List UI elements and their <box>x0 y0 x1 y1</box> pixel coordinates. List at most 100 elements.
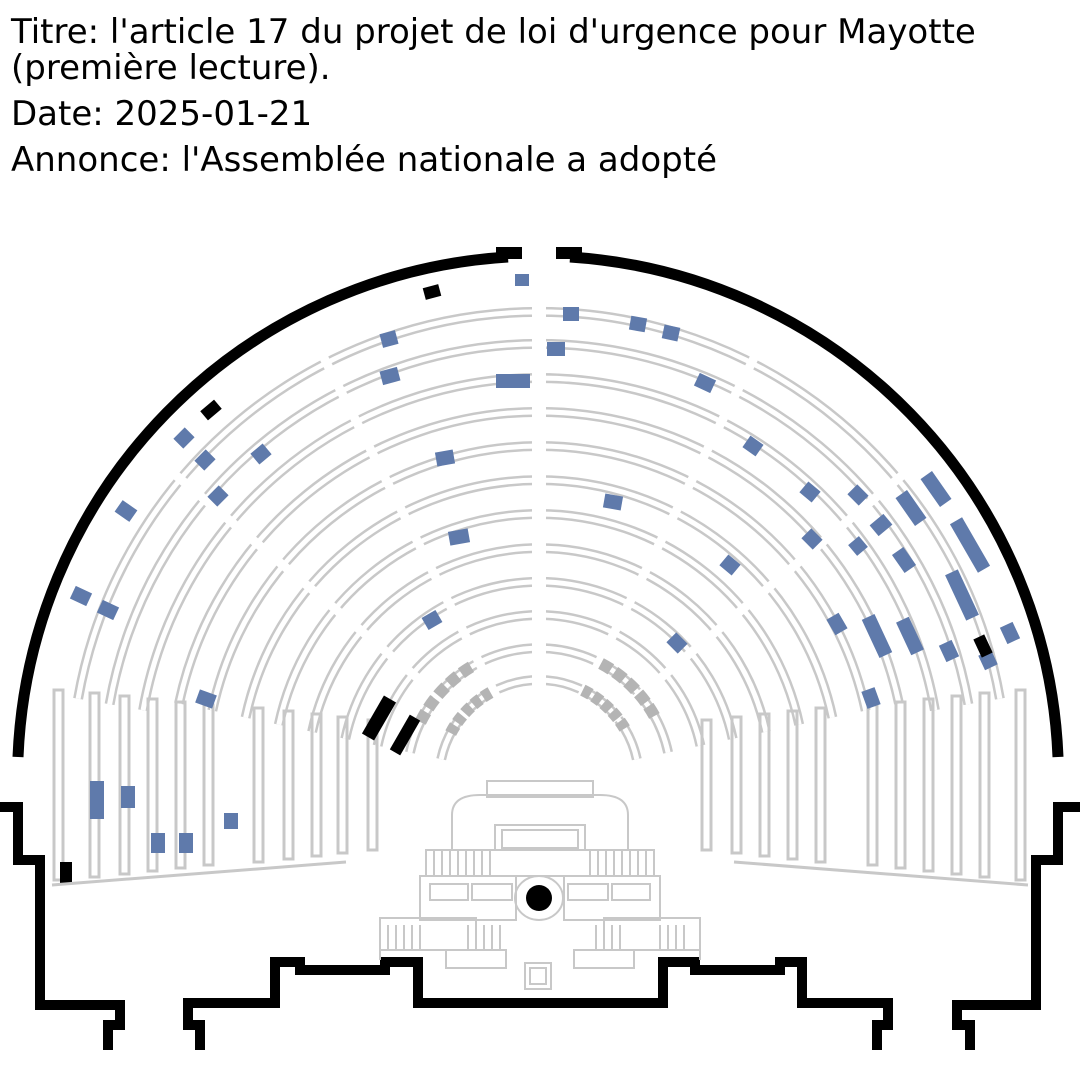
side-bench <box>894 700 907 870</box>
vote-marker-pour <box>195 689 217 709</box>
side-bench <box>1014 688 1027 882</box>
side-bench <box>922 697 935 873</box>
aisles <box>153 280 925 739</box>
vote-marker-other <box>973 634 993 658</box>
vote-marker-pour <box>547 342 565 356</box>
side-bench <box>786 709 799 861</box>
government-seat <box>643 702 660 719</box>
vote-marker-pour <box>151 833 165 853</box>
president-seat-icon <box>526 885 552 911</box>
side-bench <box>758 712 771 858</box>
vote-marker-pour <box>114 500 138 522</box>
government-seat <box>415 708 432 725</box>
vote-marker-pour <box>895 490 927 526</box>
outer-wall-arc-left <box>12 251 509 758</box>
wall-end-top-left <box>496 247 522 259</box>
side-bench <box>950 694 963 876</box>
government-seat <box>444 671 462 688</box>
vote-announcement: Annonce: l'Assemblée nationale a adopté <box>11 140 717 180</box>
government-seat <box>623 677 640 695</box>
vote-marker-pour <box>194 449 216 471</box>
outer-wall-arc-right <box>569 251 1064 758</box>
government-seat <box>590 691 605 706</box>
wall-end-top-right <box>556 247 582 259</box>
side-bench <box>174 700 187 870</box>
side-bench <box>336 715 349 855</box>
vote-marker-pour <box>869 513 893 537</box>
vote-marker-pour <box>826 612 848 636</box>
side-bench <box>202 703 215 867</box>
vote-marker-pour <box>999 621 1021 645</box>
vote-marker-pour <box>515 274 529 286</box>
vote-marker-pour <box>742 435 764 457</box>
government-seat <box>469 694 484 710</box>
side-bench <box>52 688 65 882</box>
side-bench <box>310 712 323 858</box>
side-bench <box>252 706 265 864</box>
government-seat <box>460 702 475 718</box>
government-benches <box>415 658 660 736</box>
building-outline <box>0 802 1080 1050</box>
vote-marker-pour <box>563 307 579 321</box>
side-bench <box>146 697 159 873</box>
vote-marker-pour <box>434 449 456 467</box>
vote-header: Titre: l'article 17 du projet de loi d'u… <box>11 14 1071 178</box>
government-seat <box>598 658 615 675</box>
vote-marker-pour <box>949 517 991 573</box>
vote-markers <box>60 274 1021 884</box>
vote-marker-pour <box>801 528 823 550</box>
vote-marker-pour <box>90 781 104 819</box>
government-seat <box>457 661 475 679</box>
vote-marker-other <box>60 862 72 884</box>
vote-marker-pour <box>848 536 868 556</box>
vote-marker-pour <box>379 366 401 386</box>
government-seat <box>611 666 628 684</box>
vote-marker-pour <box>179 833 193 853</box>
side-bench <box>978 691 991 879</box>
vote-marker-pour <box>896 616 924 656</box>
vote-marker-pour <box>69 585 93 607</box>
vote-marker-pour <box>224 813 238 829</box>
government-seat <box>580 684 594 700</box>
government-seat <box>433 682 450 700</box>
vote-marker-pour <box>96 599 120 621</box>
government-seat <box>452 711 468 727</box>
aisle <box>566 332 771 720</box>
vote-marker-pour <box>121 786 135 808</box>
government-seat <box>423 695 440 712</box>
vote-marker-pour <box>799 481 821 503</box>
side-bench <box>730 715 743 855</box>
vote-marker-pour <box>719 554 741 576</box>
vote-marker-pour <box>938 639 960 663</box>
government-seat <box>615 717 630 732</box>
side-bench <box>814 706 827 864</box>
government-seat <box>599 698 614 714</box>
vote-title: Titre: l'article 17 du projet de loi d'u… <box>11 12 976 88</box>
side-bench <box>118 694 131 876</box>
vote-marker-other <box>200 399 222 421</box>
side-bench <box>700 718 713 852</box>
vote-marker-pour <box>250 443 272 465</box>
vote-date: Date: 2025-01-21 <box>11 94 313 134</box>
rail-right <box>733 860 1029 887</box>
vote-marker-pour <box>847 484 869 506</box>
vote-marker-pour <box>628 315 648 333</box>
vote-marker-other <box>389 714 421 756</box>
government-seat <box>607 707 623 723</box>
vote-marker-other <box>361 695 397 741</box>
vote-marker-pour <box>666 632 688 654</box>
vote-marker-pour <box>602 493 624 511</box>
government-seat <box>445 722 461 736</box>
tribune <box>379 780 701 990</box>
vote-marker-pour <box>861 614 893 658</box>
aisle <box>153 455 489 739</box>
vote-marker-pour <box>861 687 881 709</box>
vote-marker-pour <box>496 374 530 388</box>
government-seat <box>634 689 651 706</box>
vote-marker-pour <box>379 330 399 348</box>
vote-marker-other <box>422 284 442 300</box>
vote-marker-pour <box>891 546 917 574</box>
vote-marker-pour <box>207 485 229 507</box>
vote-marker-pour <box>173 427 195 449</box>
